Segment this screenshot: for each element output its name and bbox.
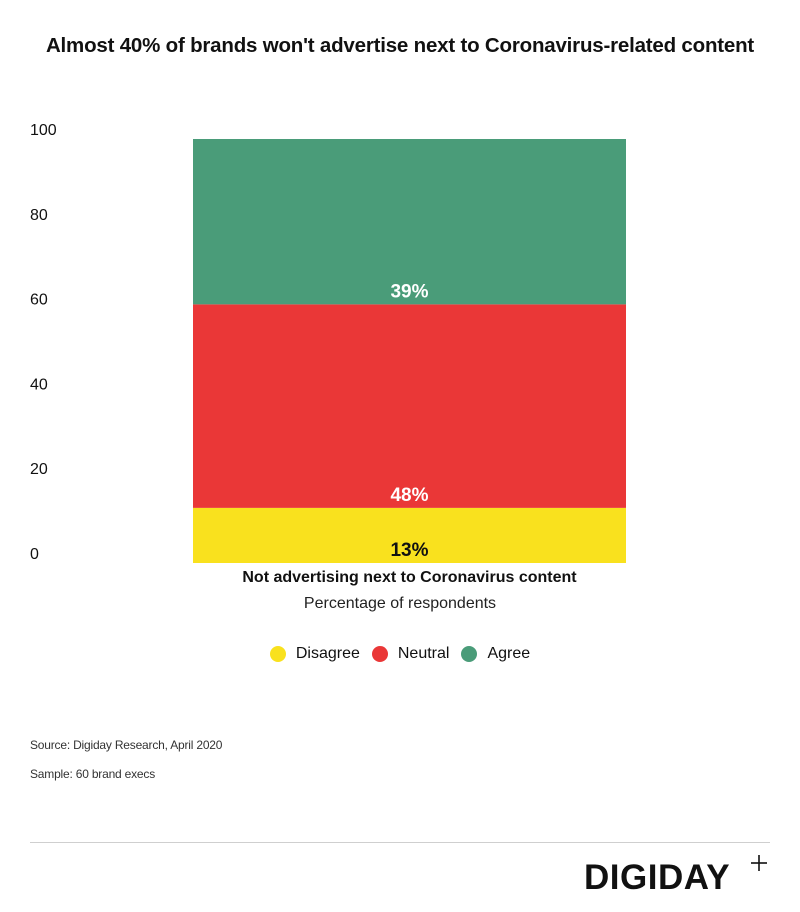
legend-item-agree: Agree — [461, 645, 530, 663]
plus-icon — [751, 855, 767, 871]
data-label-disagree: 13% — [390, 540, 428, 561]
legend: Disagree Neutral Agree — [0, 645, 800, 663]
digiday-logo: DIGIDAY — [584, 858, 731, 897]
y-tick-label: 60 — [30, 292, 48, 309]
y-tick-label: 0 — [30, 546, 39, 563]
sample-note: Sample: 60 brand execs — [30, 767, 156, 781]
bar-segment-agree — [193, 139, 626, 305]
y-tick-label: 100 — [30, 122, 57, 139]
footer-divider — [30, 842, 770, 843]
y-axis-ticks: 0 20 40 60 80 100 — [30, 122, 57, 563]
data-label-neutral: 48% — [390, 485, 428, 506]
x-axis-title: Percentage of respondents — [303, 595, 497, 612]
bar-segment-neutral — [193, 304, 626, 508]
bar-segments — [193, 139, 626, 563]
data-label-agree: 39% — [390, 281, 428, 302]
legend-label-neutral: Neutral — [397, 645, 450, 662]
legend-label-disagree: Disagree — [295, 645, 360, 662]
legend-swatch-neutral — [371, 646, 388, 662]
legend-swatch-disagree — [269, 646, 286, 662]
stacked-bar-chart: 0 20 40 60 80 100 13% 48% 39% — [30, 122, 626, 563]
category-label: Not advertising next to Coronavirus cont… — [242, 569, 577, 586]
y-tick-label: 40 — [30, 376, 48, 393]
bar-segment-disagree — [193, 507, 626, 563]
legend-swatch-agree — [461, 646, 478, 662]
legend-label-agree: Agree — [487, 645, 531, 662]
chart-title: Almost 40% of brands won't advertise nex… — [45, 34, 755, 57]
legend-item-neutral: Neutral — [371, 645, 450, 663]
y-tick-label: 80 — [30, 207, 48, 224]
y-tick-label: 20 — [30, 461, 48, 478]
data-labels: 13% 48% 39% — [390, 281, 428, 561]
source-note: Source: Digiday Research, April 2020 — [30, 738, 223, 752]
legend-item-disagree: Disagree — [269, 645, 360, 663]
